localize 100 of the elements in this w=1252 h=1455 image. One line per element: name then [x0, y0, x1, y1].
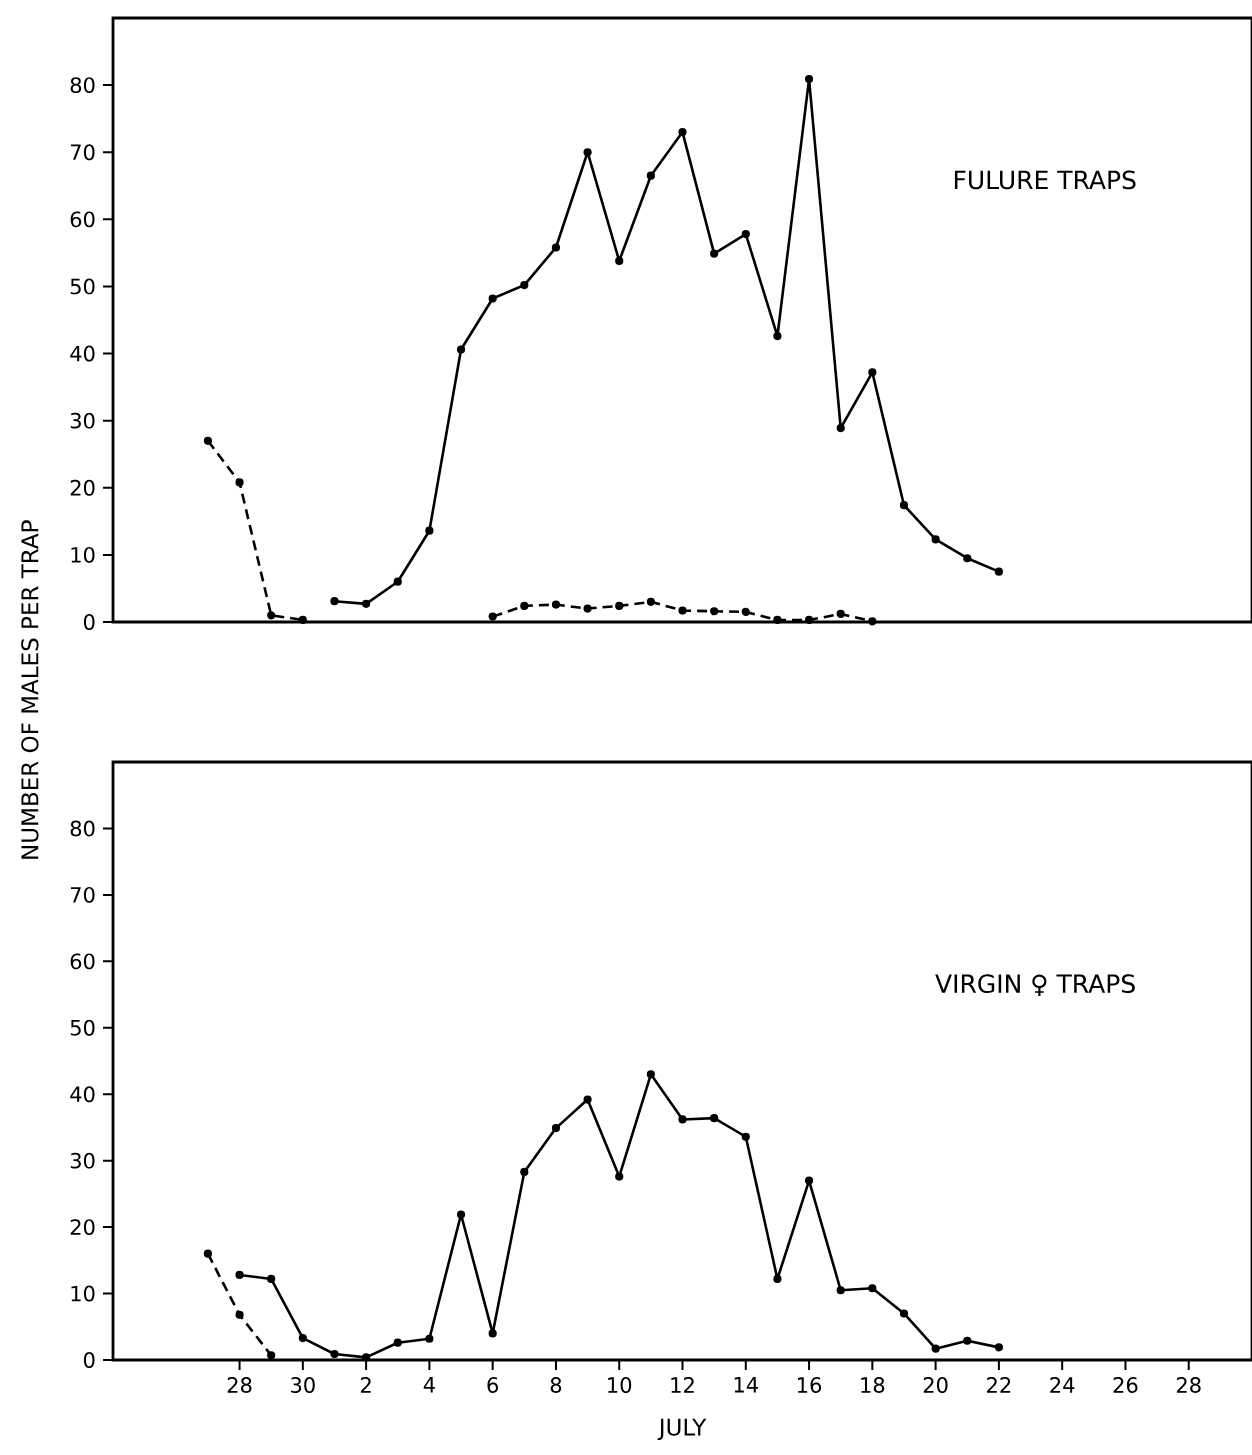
x-tick-label: 14	[734, 1377, 758, 1393]
y-tick-label: 20	[70, 1219, 95, 1236]
point	[678, 1115, 687, 1124]
point	[362, 599, 371, 608]
point	[994, 1343, 1003, 1352]
point	[804, 1176, 814, 1185]
point	[804, 74, 814, 84]
y-tick-label: 10	[71, 1285, 95, 1302]
point	[899, 1309, 909, 1318]
point	[393, 1338, 402, 1347]
x-tick-label: 22	[987, 1377, 1011, 1393]
point	[646, 171, 655, 180]
point	[710, 607, 719, 616]
point	[488, 1329, 497, 1338]
x-tick-label: 8	[550, 1377, 562, 1393]
y-axis-title: NUMBER OF MALES PER TRAP	[21, 520, 39, 859]
point	[646, 597, 655, 606]
y-tick-label: 0	[83, 1352, 95, 1368]
x-tick-label: 28	[1176, 1377, 1201, 1393]
point	[994, 567, 1003, 576]
y-tick-label: 50	[70, 1019, 95, 1036]
y-tick-label: 70	[70, 144, 95, 161]
point	[362, 1353, 371, 1362]
point	[330, 597, 339, 606]
point	[710, 249, 719, 258]
point	[741, 607, 750, 617]
point	[583, 1095, 592, 1104]
point	[520, 281, 529, 290]
point	[963, 554, 972, 563]
x-tick-label: 4	[423, 1377, 435, 1393]
point	[551, 600, 561, 609]
point	[804, 615, 814, 625]
point	[678, 128, 687, 137]
point	[868, 1284, 877, 1293]
annotation: VIRGIN ♀ TRAPS	[935, 974, 1135, 996]
y-tick-label: 30	[70, 1152, 95, 1169]
point	[551, 1124, 561, 1133]
point	[298, 1333, 307, 1343]
point	[868, 368, 877, 377]
point	[235, 1270, 244, 1280]
point	[583, 148, 592, 157]
y-tick-label: 60	[70, 953, 95, 970]
x-tick-label: 30	[291, 1377, 315, 1393]
y-tick-label: 10	[71, 546, 95, 563]
point	[646, 1070, 655, 1079]
point	[551, 243, 561, 252]
x-tick-label: 28	[227, 1377, 252, 1393]
point	[773, 1274, 782, 1284]
x-tick-label: 2	[360, 1377, 371, 1393]
y-tick-label: 0	[83, 614, 95, 630]
x-tick-label: 20	[923, 1377, 948, 1393]
x-tick-label: 16	[797, 1377, 822, 1393]
point	[583, 604, 592, 613]
point	[488, 612, 497, 621]
y-tick-label: 60	[70, 211, 95, 228]
point	[393, 577, 402, 586]
point	[203, 436, 213, 445]
point	[267, 1274, 276, 1284]
point	[425, 526, 434, 535]
point	[615, 1172, 624, 1181]
point	[615, 256, 624, 266]
point	[488, 294, 497, 303]
x-tick-label: 24	[1050, 1377, 1075, 1393]
x-axis-title: JULY	[657, 1418, 707, 1441]
point	[899, 501, 909, 510]
point	[710, 1114, 719, 1123]
y-tick-label: 30	[70, 412, 95, 429]
x-tick-label: 12	[671, 1377, 694, 1393]
y-tick-label: 20	[70, 479, 95, 496]
x-tick-label: 10	[608, 1377, 632, 1393]
y-tick-label: 80	[70, 820, 95, 837]
point	[267, 611, 276, 620]
point	[298, 615, 307, 625]
point	[931, 535, 940, 544]
y-tick-label: 40	[70, 345, 95, 362]
y-tick-label: 70	[70, 886, 95, 903]
point	[203, 1249, 213, 1258]
point	[425, 1334, 434, 1343]
point	[773, 615, 782, 625]
point	[836, 423, 845, 433]
point	[931, 1344, 940, 1353]
point	[836, 609, 845, 619]
annotation: FULURE TRAPS	[954, 170, 1136, 190]
point	[267, 1351, 276, 1360]
point	[456, 345, 466, 354]
y-tick-label: 40	[70, 1086, 95, 1103]
point	[456, 1210, 466, 1219]
point	[520, 1167, 529, 1177]
point	[330, 1349, 339, 1359]
point	[773, 332, 782, 341]
point	[235, 478, 244, 487]
point	[741, 1132, 750, 1141]
point	[963, 1336, 972, 1345]
point	[520, 601, 529, 610]
y-tick-label: 80	[70, 77, 95, 94]
point	[741, 229, 750, 239]
x-tick-label: 6	[487, 1377, 498, 1393]
point	[235, 1310, 244, 1319]
point	[836, 1286, 845, 1295]
point	[615, 601, 624, 610]
